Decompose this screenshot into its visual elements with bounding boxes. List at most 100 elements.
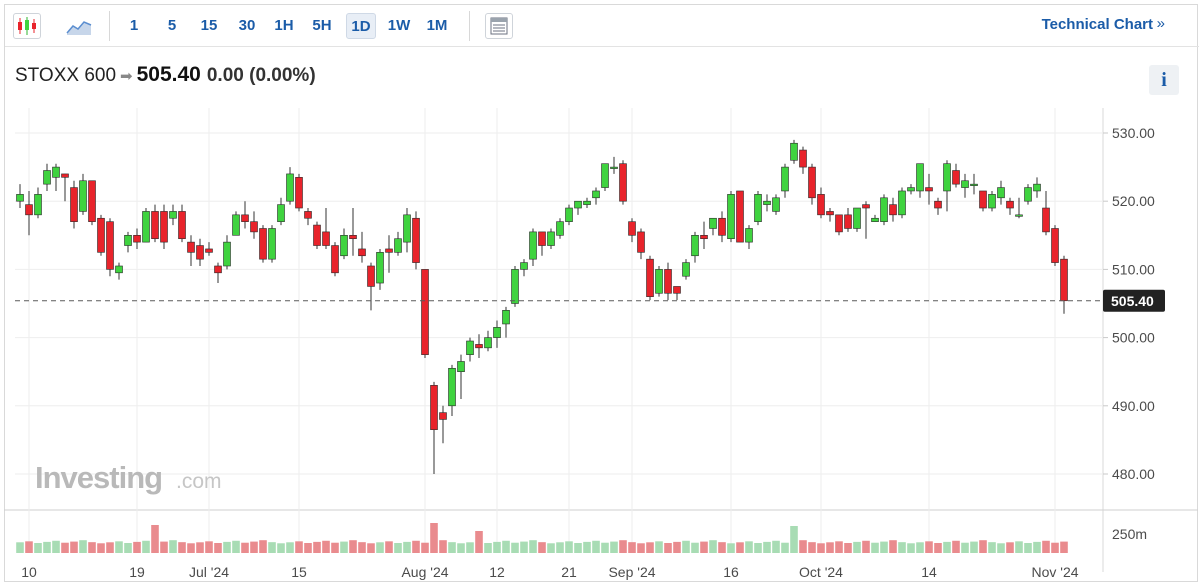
volume-bar [529,540,537,553]
unchanged-arrow-icon: ➡ [120,68,133,85]
volume-bar [376,542,384,553]
candle [1024,184,1032,205]
volume-bar [502,540,510,553]
candle-body [511,269,519,304]
volume-bar [214,543,222,553]
candle-body [295,177,303,209]
interval-1d[interactable]: 1D [346,13,376,39]
candlestick-series [16,139,1068,474]
x-tick-label: Jul '24 [189,564,229,580]
y-tick-label: 490.00 [1112,398,1155,414]
candle [790,139,798,164]
technical-chart-link[interactable]: Technical Chart [1041,16,1153,33]
y-tick-label: 520.00 [1112,193,1155,209]
interval-1m[interactable]: 1M [426,17,448,34]
candle-body [403,214,411,243]
double-chevron-right-icon[interactable]: » [1156,15,1165,32]
interval-5[interactable]: 5 [167,17,177,34]
candle [655,265,663,297]
candle [970,173,978,195]
candle-body [916,163,924,192]
volume-bar [997,543,1005,553]
candle-body [763,200,771,205]
x-tick-label: Aug '24 [401,564,448,580]
candle [97,214,105,256]
volume-bar [898,542,906,553]
candle-body [412,217,420,263]
candle [556,218,564,239]
candle [475,334,483,359]
candle [241,201,249,229]
candle [1042,190,1050,236]
candle-body [1060,258,1068,302]
interval-30[interactable]: 30 [238,17,256,34]
candle [376,248,384,290]
candle [1015,197,1023,219]
y-tick-label: 480.00 [1112,466,1155,482]
volume-bar [817,543,825,553]
table-view-icon[interactable] [485,13,513,39]
candle-body [754,194,762,222]
candle [943,160,951,212]
candle [763,194,771,212]
candle [808,163,816,205]
interval-15[interactable]: 15 [200,17,218,34]
area-chart-icon[interactable] [65,13,93,39]
candle-body [907,187,915,192]
x-tick-label: 15 [291,564,307,580]
candle-body [268,228,276,260]
candle-body [178,211,186,240]
volume-bar [1042,540,1050,553]
volume-bar [988,542,996,553]
volume-bar [952,540,960,553]
candle [484,330,492,352]
candle-body [196,245,204,260]
candle-body [259,228,267,260]
candle-body [160,211,168,243]
volume-bar [673,541,681,553]
x-tick-label: 10 [21,564,37,580]
volume-bar [169,540,177,553]
candle [1033,177,1041,198]
candle [736,190,744,243]
candle [106,218,114,277]
candle [583,197,591,209]
volume-bar [439,540,447,553]
volume-bar [196,542,204,553]
interval-1[interactable]: 1 [129,17,139,34]
volume-bar [223,541,231,553]
volume-bar [835,541,843,553]
volume-bar [187,543,195,553]
candle-body [250,221,258,233]
candle [1006,197,1014,215]
interval-1h[interactable]: 1H [274,17,294,34]
candle [862,201,870,239]
candle [385,235,393,273]
candle-body [655,269,663,294]
candle [997,180,1005,205]
interval-5h[interactable]: 5H [312,17,332,34]
candle [178,204,186,243]
chart-toolbar: 1 5 15 30 1H 5H 1D 1W 1M Technical Chart… [5,5,1199,47]
candle [871,214,879,222]
candle [115,262,123,280]
candle-body [799,149,807,168]
candle [169,204,177,226]
volume-bar [610,541,618,553]
volume-bar [79,540,87,553]
candle-body [646,258,654,297]
volume-bar [286,542,294,553]
volume-bar [43,541,51,553]
volume-bar [115,541,123,553]
candle-body [385,248,393,253]
candle-body [880,197,888,222]
volume-axis-label: 250m [1112,526,1147,542]
candle-body [439,412,447,420]
volume-bar [736,542,744,553]
candlestick-icon[interactable] [13,13,41,39]
candle [331,242,339,277]
candle-body [34,194,42,216]
interval-1w[interactable]: 1W [387,17,411,34]
candle [448,364,456,417]
info-button[interactable]: i [1149,65,1179,95]
